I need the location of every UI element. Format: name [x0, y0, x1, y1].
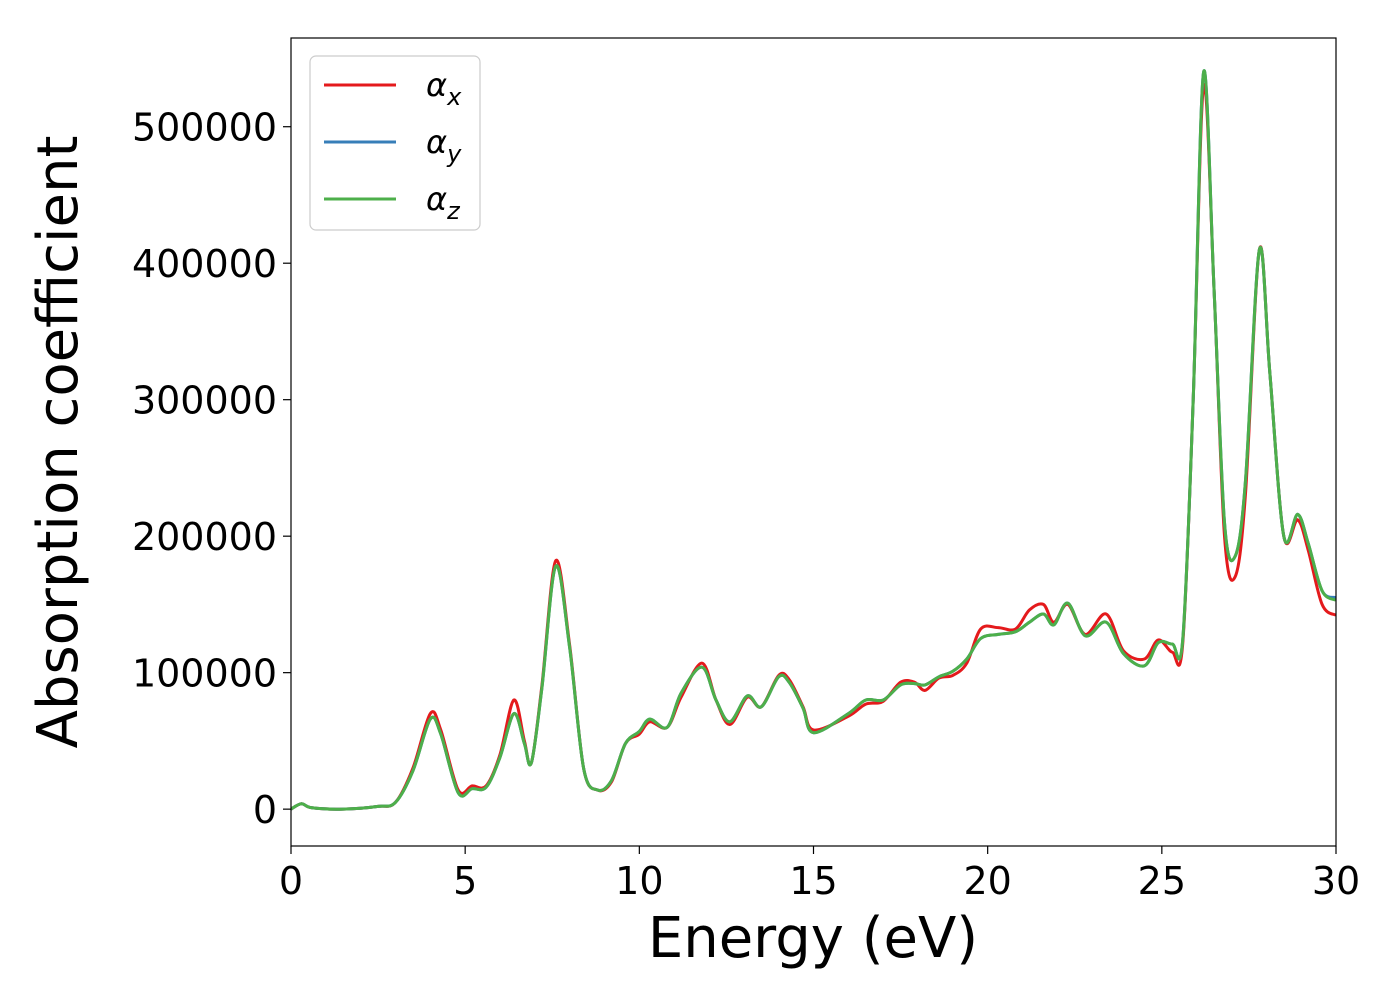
legend: αx αy αz: [309, 55, 481, 231]
y-axis: 0 100000 200000 300000 400000 500000: [132, 106, 291, 832]
x-tick-label: 20: [963, 859, 1011, 903]
series-line-z: [291, 69, 1336, 811]
legend-label-x: αx: [426, 66, 462, 111]
x-tick-label: 5: [453, 859, 477, 903]
y-tick-label: 100000: [132, 652, 277, 696]
y-tick-label: 0: [253, 788, 277, 832]
x-axis: 0 5 10 15 20 25 30: [279, 846, 1360, 903]
x-tick-label: 30: [1312, 859, 1360, 903]
series-layer: [291, 69, 1336, 811]
y-tick-label: 200000: [132, 515, 277, 559]
x-tick-label: 25: [1138, 859, 1186, 903]
x-tick-label: 0: [279, 859, 303, 903]
y-tick-label: 400000: [132, 242, 277, 286]
x-tick-label: 15: [789, 859, 837, 903]
x-tick-label: 10: [615, 859, 663, 903]
y-tick-label: 300000: [132, 379, 277, 423]
legend-label-z: αz: [426, 180, 461, 225]
y-axis-label: Absorption coefficient: [26, 136, 91, 749]
x-axis-label: Energy (eV): [648, 906, 978, 971]
y-tick-label: 500000: [132, 106, 277, 150]
legend-label-y: αy: [426, 123, 462, 168]
